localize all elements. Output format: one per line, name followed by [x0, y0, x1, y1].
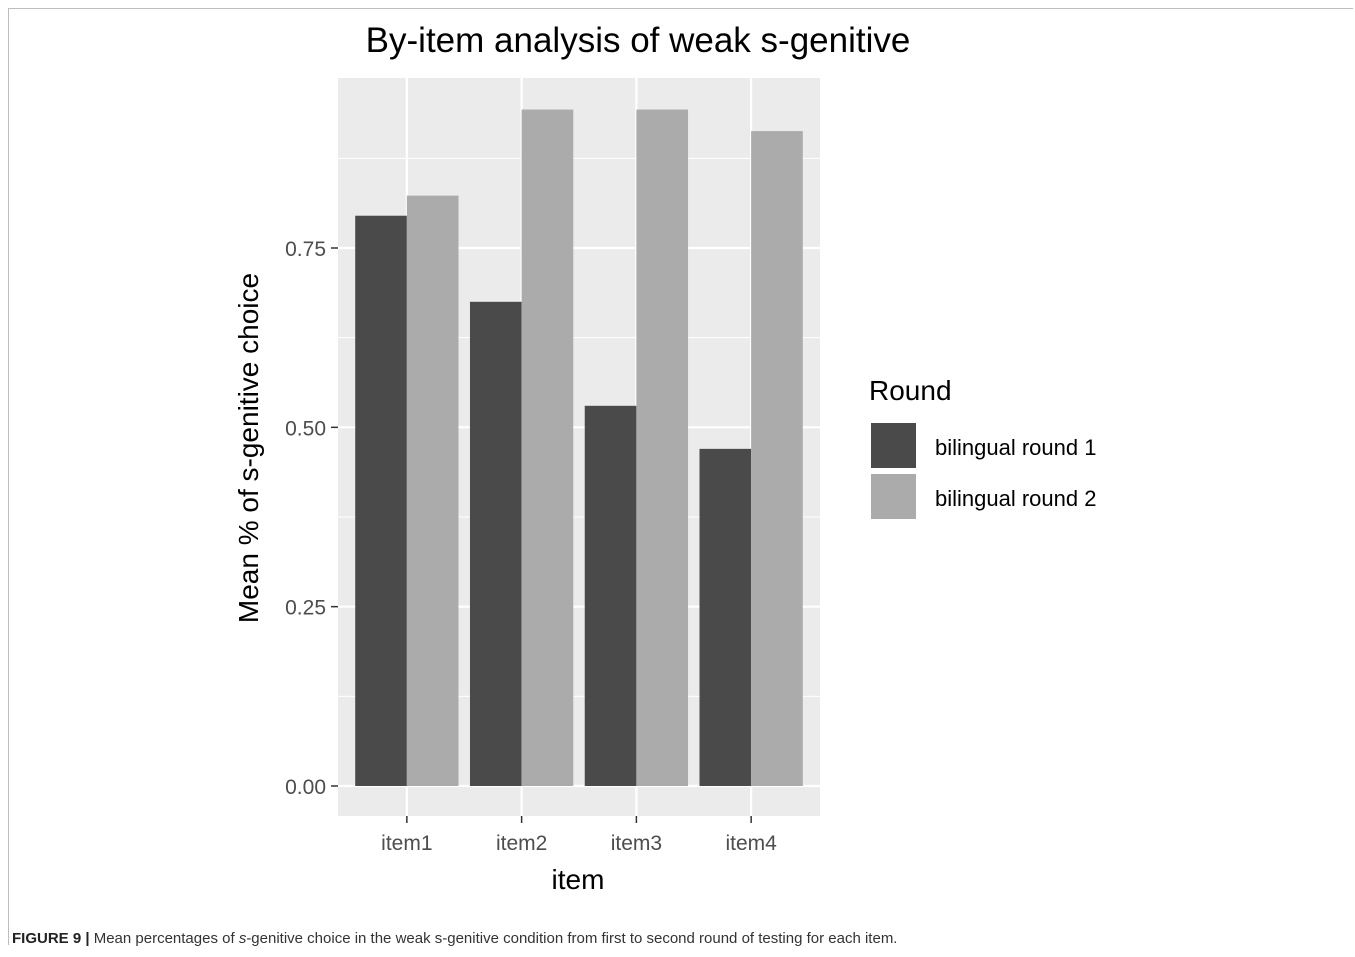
x-axis-label: item	[552, 864, 605, 895]
bars	[355, 109, 803, 787]
x-tick-label: item2	[496, 832, 547, 855]
y-tick-label: 0.50	[285, 417, 326, 440]
caption-text-after: -genitive choice in the weak s-genitive …	[246, 930, 898, 947]
bar-item4-round-1	[699, 448, 752, 786]
bar-item3-round-2	[636, 109, 689, 786]
figure-frame	[8, 8, 1353, 945]
legend-title: Round	[869, 375, 952, 406]
bar-item4-round-2	[751, 131, 803, 787]
x-tick-label: item3	[611, 832, 662, 855]
bar-item1-round-2	[406, 195, 459, 787]
legend: Round bilingual round 1 bilingual round …	[869, 375, 1096, 519]
y-tick-label: 0.00	[285, 776, 326, 799]
y-tick-label: 0.25	[285, 597, 326, 620]
legend-label-round-1: bilingual round 1	[935, 435, 1096, 460]
figure-caption: FIGURE 9 | Mean percentages of s-genitiv…	[12, 930, 1342, 947]
legend-swatch-round-2	[871, 474, 916, 519]
y-axis-label: Mean % of s-genitive choice	[233, 273, 264, 623]
caption-text-before: Mean percentages of	[89, 930, 239, 947]
axes: 0.00 0.25 0.50 0.75 item1 item2 item3 item4	[285, 238, 777, 855]
y-tick-label: 0.75	[285, 238, 326, 261]
bar-item2-round-2	[521, 109, 574, 786]
x-tick-label: item4	[725, 832, 777, 855]
x-tick-label: item1	[381, 832, 432, 855]
caption-label: FIGURE 9 |	[12, 930, 90, 947]
bar-item3-round-1	[584, 405, 637, 786]
legend-swatch-round-1	[871, 423, 916, 468]
bar-item2-round-1	[469, 301, 522, 786]
bar-item1-round-1	[355, 215, 407, 787]
chart-title: By-item analysis of weak s-genitive	[366, 21, 911, 60]
legend-label-round-2: bilingual round 2	[935, 486, 1096, 511]
caption-italic: s	[238, 930, 247, 947]
